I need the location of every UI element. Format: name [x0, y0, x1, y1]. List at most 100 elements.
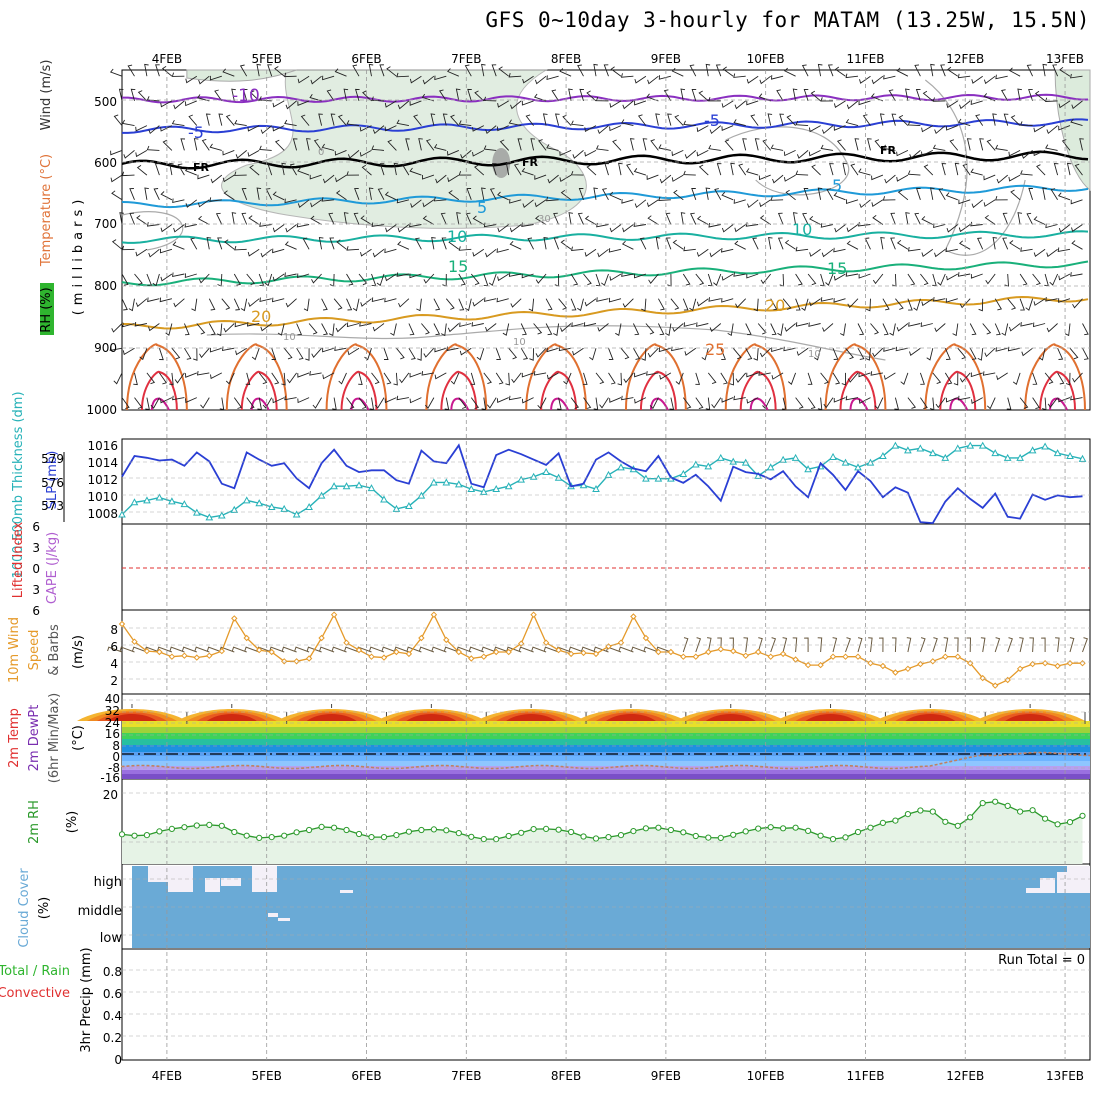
label-speed: Speed [27, 630, 42, 671]
wind-barb [118, 88, 124, 101]
wind10-barb [281, 646, 297, 653]
wind-barb [746, 273, 759, 279]
wind-barb [139, 348, 148, 361]
wind-barb [634, 75, 647, 84]
temp-hump-8-3 [905, 713, 956, 721]
wind-barb [610, 66, 622, 77]
thickness-point [791, 453, 800, 461]
wind-barb [547, 174, 559, 184]
wind-barb [499, 139, 510, 151]
wind-barb [874, 397, 884, 410]
wind-barb [883, 347, 896, 352]
wind-barb [984, 347, 996, 358]
wind-barb [458, 120, 472, 127]
wind-barb [570, 298, 577, 311]
rh2m-area [122, 801, 1083, 864]
wind-barb [584, 215, 597, 225]
wind-barb [734, 100, 746, 110]
wind-barb [945, 298, 958, 303]
wind10-point [792, 656, 799, 663]
rh2m-point [543, 825, 550, 833]
wind-barb [109, 346, 123, 351]
wind-6: 6 [110, 640, 118, 654]
thickness-point [904, 446, 912, 454]
label-lifted-index: Lifted Index [11, 521, 26, 598]
isotherm-25-arc-6 [724, 343, 787, 411]
wind10-barb [244, 646, 260, 653]
rh2m-point [680, 829, 687, 836]
wind10-point [418, 634, 425, 642]
wind-barb [225, 372, 235, 385]
wind-barb [721, 297, 734, 303]
temp-band-8 [122, 733, 1090, 739]
wind10-point [804, 661, 812, 669]
wind10-point [567, 650, 575, 658]
wind-barb [284, 241, 297, 250]
isotherm-30-arc-9 [1039, 370, 1077, 411]
rh2m-point [954, 822, 961, 829]
wind-barb [352, 64, 360, 77]
rh2m-point [393, 832, 400, 839]
wind-barb [109, 68, 123, 77]
date-top-12FEB: 12FEB [946, 52, 984, 66]
wind-barb [1046, 125, 1058, 135]
wind-barb [890, 237, 896, 250]
wind-barb [148, 323, 160, 332]
wind-barb [502, 323, 510, 336]
rh2m-point [206, 821, 213, 829]
wind-barb [672, 323, 684, 332]
wind-barb [346, 171, 360, 176]
wind-barb [422, 215, 435, 225]
wind-barb [534, 174, 547, 180]
wind-barb [914, 64, 921, 77]
wind-barb [776, 89, 784, 102]
wind-barb [1057, 372, 1065, 385]
wind-barb [197, 215, 210, 225]
wind-barb [284, 395, 297, 401]
wind-barb [595, 273, 601, 286]
wind-barb [272, 125, 285, 132]
date-bottom-4FEB: 4FEB [152, 1069, 182, 1083]
wind-barb [709, 248, 722, 258]
wind-barb [629, 138, 635, 151]
wind-barb [184, 167, 197, 176]
wind-barb [707, 372, 717, 385]
wind-barb [984, 214, 996, 225]
wind-barb [368, 187, 374, 200]
wind-barb [521, 273, 534, 279]
wind10-point [330, 611, 338, 618]
wind-barb [994, 298, 1003, 311]
thickness-point [367, 484, 376, 492]
wind-barb [481, 63, 486, 77]
wind-barb [658, 347, 672, 353]
cloud-level-low: low [100, 931, 123, 946]
wind-barb [563, 372, 572, 385]
wind-barb [180, 138, 186, 151]
wind-barb [940, 64, 946, 77]
rh2m-point [505, 832, 512, 840]
wind-barb [746, 75, 759, 84]
wind-barb [617, 372, 622, 386]
wind-barb [368, 63, 374, 77]
wind-barb [570, 273, 579, 286]
wind-barb [609, 397, 622, 403]
wind-barb [771, 347, 784, 353]
wind-barb [343, 212, 349, 225]
wind-barb [896, 239, 909, 250]
wind-barb [959, 372, 971, 383]
wind10-point [692, 653, 700, 660]
wind-barb [398, 298, 410, 308]
wind-barb [234, 119, 247, 127]
label-2m-rh: 2m RH [27, 800, 42, 844]
wind10-barb [792, 637, 798, 653]
wind-barb [833, 397, 846, 403]
wind-barb [537, 397, 547, 409]
wind-barb [408, 347, 416, 360]
rh2m-point [368, 834, 375, 841]
wind10-point [842, 653, 849, 660]
wind-barb [938, 188, 946, 201]
wind-barb [862, 114, 871, 126]
wind-barb [682, 397, 692, 409]
wind10-point [954, 653, 962, 660]
